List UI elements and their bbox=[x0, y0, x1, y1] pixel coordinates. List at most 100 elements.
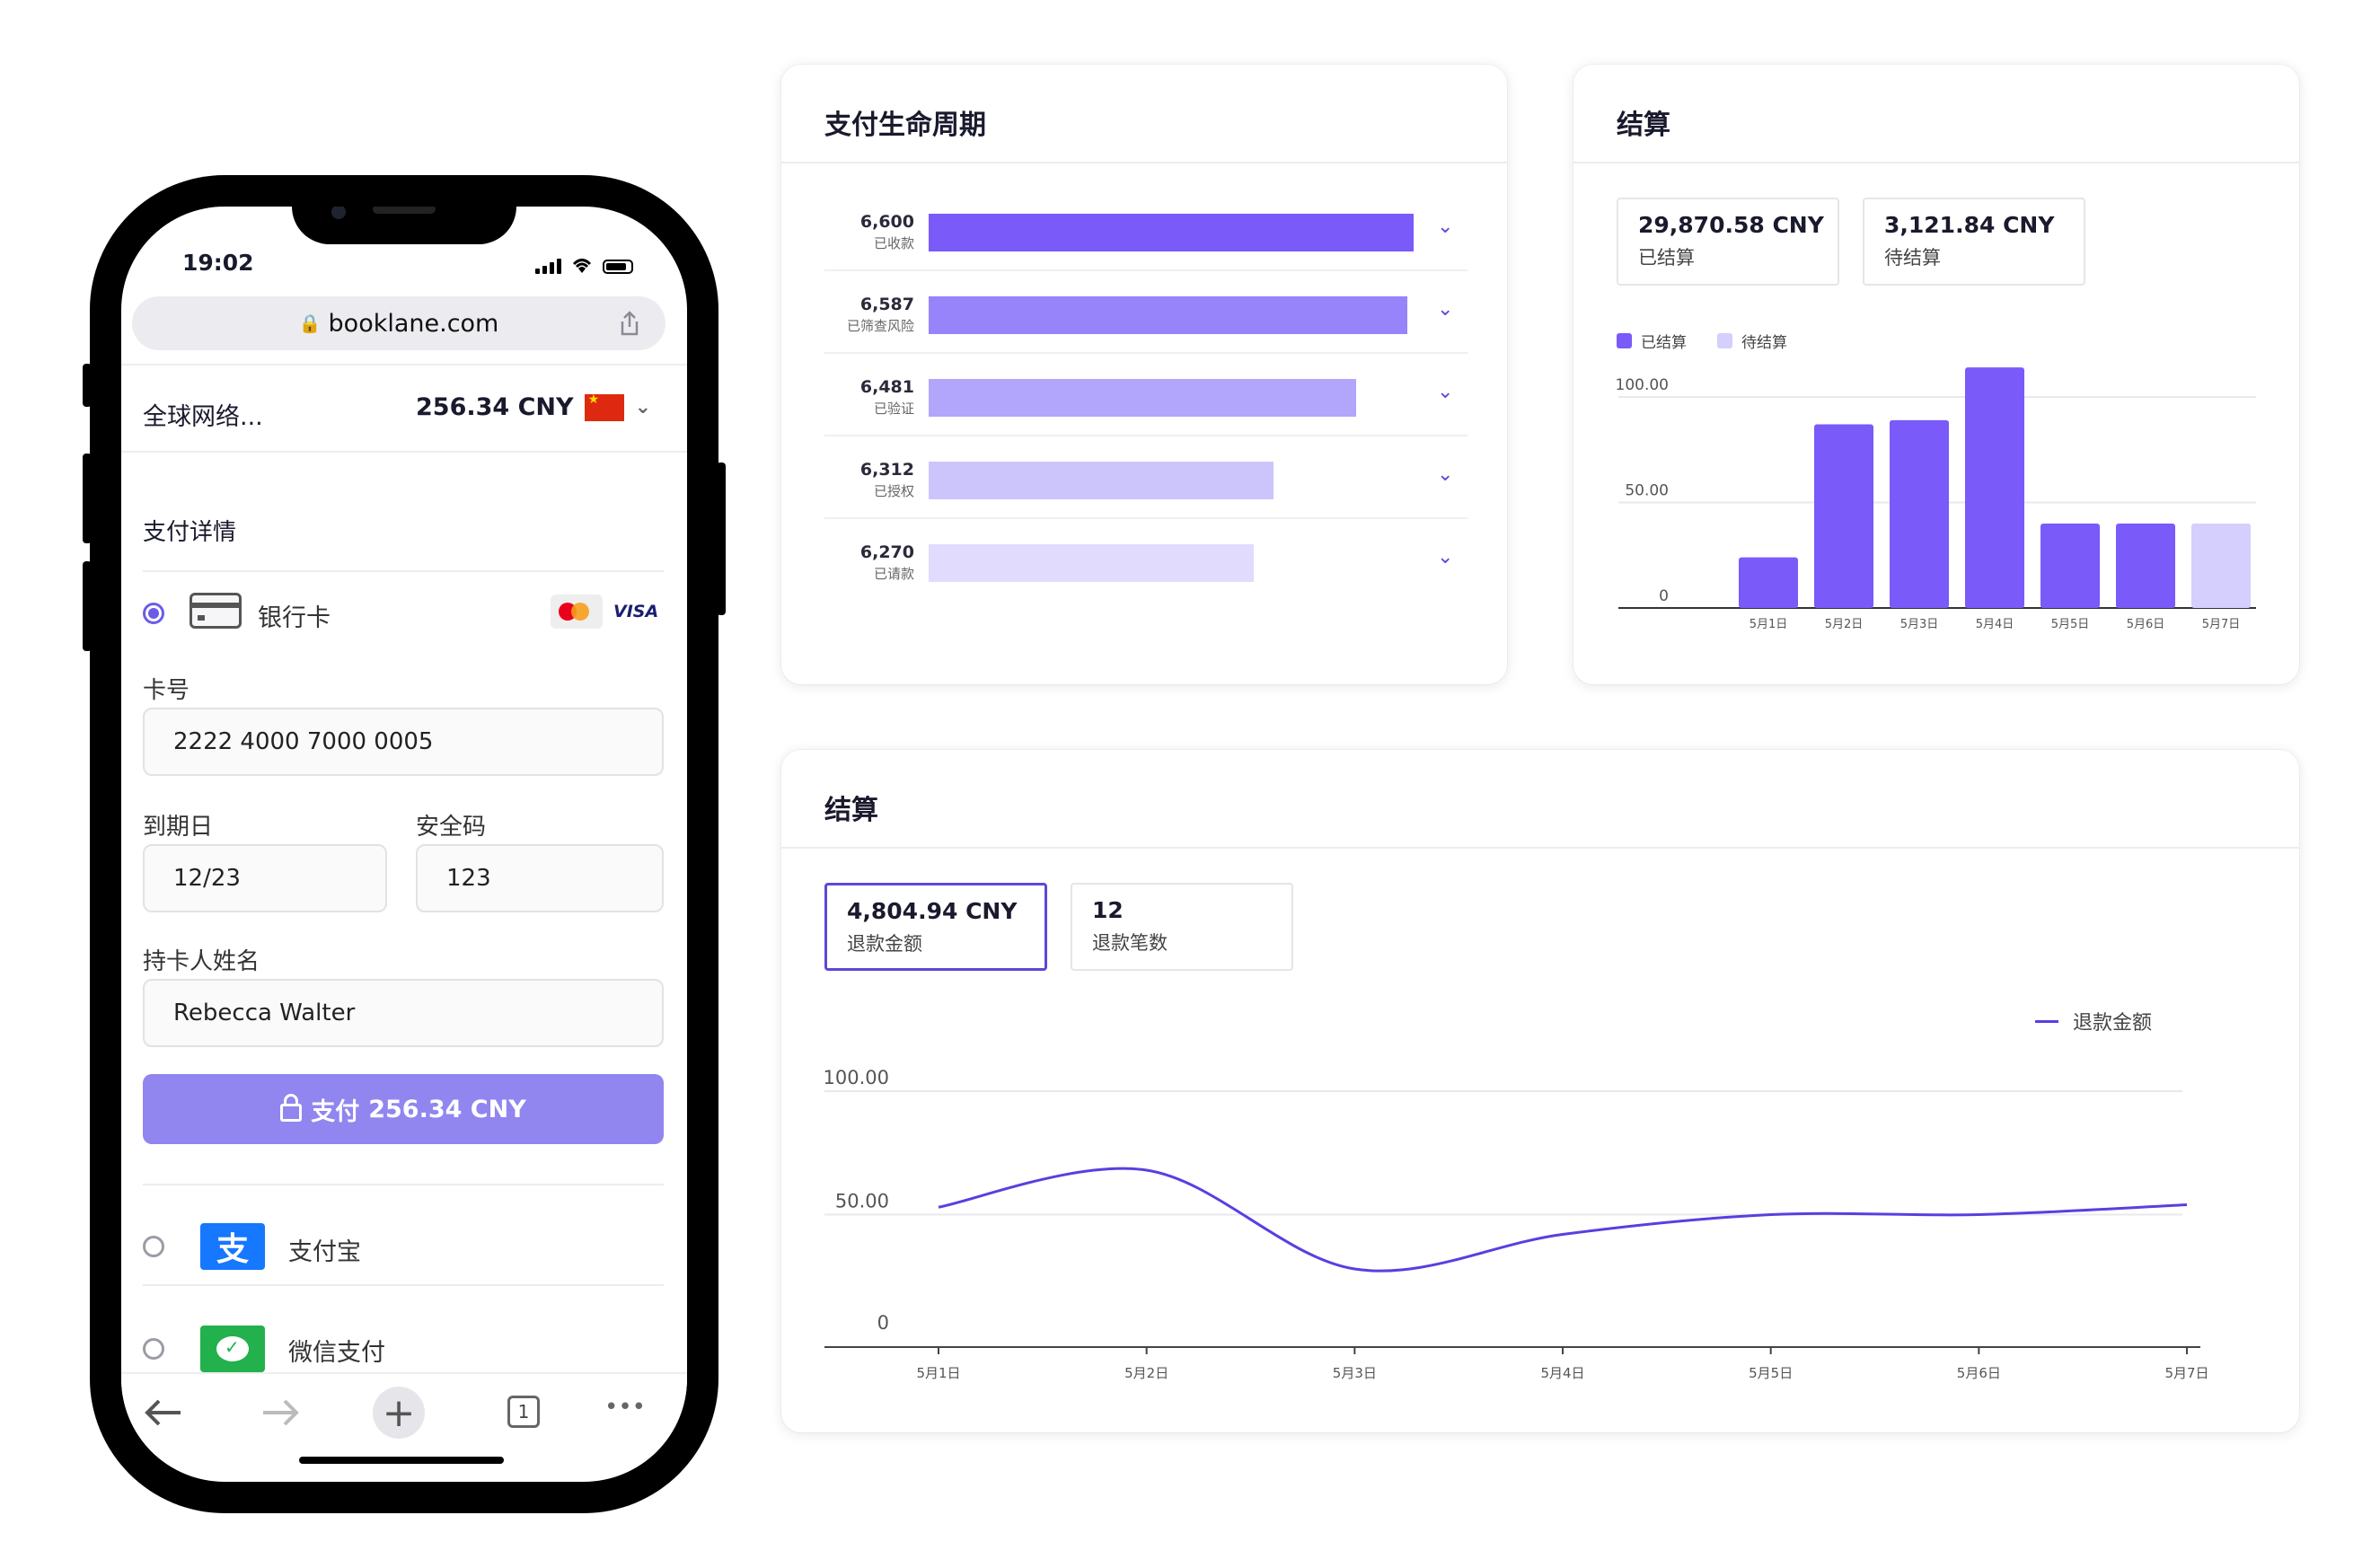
plus-icon: + bbox=[382, 1389, 416, 1436]
funnel-value: 6,587 bbox=[859, 295, 914, 314]
more-menu-icon[interactable]: ••• bbox=[604, 1394, 647, 1421]
forward-arrow-icon[interactable] bbox=[261, 1397, 299, 1428]
divider bbox=[121, 364, 687, 366]
cardholder-input[interactable]: Rebecca Walter bbox=[143, 979, 664, 1047]
settlement-bar bbox=[2116, 524, 2175, 608]
y-tick-label: 100.00 bbox=[1616, 376, 1669, 394]
settlement-bar bbox=[1814, 424, 1873, 608]
row-divider bbox=[824, 269, 1468, 271]
chevron-down-icon[interactable]: ⌄ bbox=[1437, 298, 1454, 321]
chevron-down-icon[interactable]: ⌄ bbox=[1437, 546, 1454, 568]
alipay-icon: 支 bbox=[200, 1223, 265, 1270]
cardholder-label: 持卡人姓名 bbox=[143, 948, 260, 975]
cvc-value: 123 bbox=[446, 865, 491, 892]
funnel-bar bbox=[929, 462, 1274, 499]
url-text: booklane.com bbox=[328, 309, 499, 338]
expiry-value: 12/23 bbox=[173, 865, 241, 892]
funnel-row[interactable]: 6,600 已收款 ⌄ bbox=[824, 189, 1507, 271]
funnel-row[interactable]: 6,481 已验证 ⌄ bbox=[824, 354, 1507, 436]
y-tick-label: 50.00 bbox=[835, 1191, 889, 1212]
funnel-label: 已请款 bbox=[873, 566, 914, 582]
mute-switch bbox=[83, 364, 92, 407]
status-time: 19:02 bbox=[182, 250, 254, 276]
card-number-input[interactable]: 2222 4000 7000 0005 bbox=[143, 708, 664, 776]
divider bbox=[121, 451, 687, 453]
volume-down-button bbox=[83, 561, 92, 651]
pay-button[interactable]: 支付 256.34 CNY bbox=[143, 1074, 664, 1144]
phone-frame: 19:02 🔒 booklane.com 全球网络... 256.34 CNY … bbox=[83, 175, 726, 1513]
credit-card-icon bbox=[190, 593, 242, 629]
battery-icon bbox=[603, 260, 633, 274]
y-tick-label: 0 bbox=[877, 1312, 889, 1334]
share-icon[interactable] bbox=[619, 311, 640, 336]
funnel-value: 6,481 bbox=[859, 377, 914, 397]
funnel-value: 6,600 bbox=[859, 212, 914, 232]
refund-line-chart: 0 50.00 100.00 5月1日 5月2日 5月3日 5月4日 5月5日 5月6日 5月7日 bbox=[824, 1067, 2209, 1381]
wechat-pay-radio[interactable] bbox=[143, 1338, 164, 1360]
funnel-label: 已授权 bbox=[873, 483, 914, 499]
pending-stat[interactable]: 3,121.84 CNY 待结算 bbox=[1863, 198, 2085, 286]
expiry-label: 到期日 bbox=[143, 814, 214, 841]
merchant-name: 全球网络... bbox=[143, 403, 263, 431]
power-button bbox=[717, 462, 726, 615]
divider bbox=[1573, 162, 2299, 163]
x-tick-label: 5月4日 bbox=[1540, 1365, 1584, 1381]
x-tick-label: 5月6日 bbox=[1957, 1365, 2001, 1381]
x-tick-label: 5月5日 bbox=[1749, 1365, 1793, 1381]
y-tick-label: 100.00 bbox=[824, 1067, 889, 1088]
divider bbox=[143, 570, 664, 572]
chevron-down-icon[interactable]: ⌄ bbox=[1437, 463, 1454, 486]
funnel-bar bbox=[929, 544, 1254, 582]
funnel-bar bbox=[929, 214, 1414, 251]
legend-label: 已结算 bbox=[1641, 334, 1687, 352]
settlement-bar bbox=[1965, 367, 2024, 608]
back-arrow-icon[interactable] bbox=[145, 1397, 182, 1428]
legend-line-swatch bbox=[2035, 1019, 2058, 1023]
card-number-value: 2222 4000 7000 0005 bbox=[173, 728, 434, 755]
address-bar[interactable]: 🔒 booklane.com bbox=[132, 296, 665, 350]
order-amount: 256.34 CNY bbox=[416, 393, 574, 421]
funnel-row[interactable]: 6,270 已请款 ⌄ bbox=[824, 519, 1507, 602]
chart-legend: 已结算 待结算 bbox=[1617, 330, 1787, 352]
expiry-input[interactable]: 12/23 bbox=[143, 844, 387, 912]
chevron-down-icon[interactable]: ⌄ bbox=[1437, 381, 1454, 403]
stat-label: 已结算 bbox=[1638, 247, 1695, 269]
chevron-down-icon[interactable]: ⌄ bbox=[1437, 216, 1454, 238]
settlement-card: 结算 29,870.58 CNY 已结算 3,121.84 CNY 待结算 已结… bbox=[1573, 65, 2299, 684]
bank-card-radio[interactable] bbox=[143, 603, 164, 624]
status-icons bbox=[535, 256, 633, 274]
settlement-bar bbox=[2191, 524, 2251, 608]
cvc-input[interactable]: 123 bbox=[416, 844, 664, 912]
y-tick-label: 0 bbox=[1659, 587, 1669, 605]
funnel-row[interactable]: 6,312 已授权 ⌄ bbox=[824, 436, 1507, 519]
card-title: 支付生命周期 bbox=[824, 110, 986, 141]
refund-amount-stat[interactable]: 4,804.94 CNY 退款金额 bbox=[824, 883, 1047, 971]
funnel-row[interactable]: 6,587 已筛查风险 ⌄ bbox=[824, 271, 1507, 354]
payment-details-title: 支付详情 bbox=[143, 519, 237, 546]
row-divider bbox=[824, 435, 1468, 436]
divider bbox=[781, 162, 1507, 163]
alipay-radio[interactable] bbox=[143, 1236, 164, 1257]
cvc-label: 安全码 bbox=[416, 814, 487, 841]
lock-icon bbox=[280, 1094, 303, 1122]
funnel-bar bbox=[929, 379, 1356, 417]
divider bbox=[781, 847, 2299, 849]
visa-logo: VISA bbox=[613, 602, 659, 621]
phone-screen: 19:02 🔒 booklane.com 全球网络... 256.34 CNY … bbox=[121, 207, 687, 1482]
funnel-label: 已收款 bbox=[873, 235, 914, 251]
y-tick-label: 50.00 bbox=[1625, 482, 1669, 500]
order-summary-toggle[interactable]: 256.34 CNY ⌄ bbox=[416, 392, 651, 422]
stat-label: 退款金额 bbox=[847, 933, 922, 955]
stat-value: 29,870.58 CNY bbox=[1638, 212, 1824, 238]
settlement-bar bbox=[1890, 419, 1949, 608]
settled-stat[interactable]: 29,870.58 CNY 已结算 bbox=[1617, 198, 1839, 286]
new-tab-button[interactable]: + bbox=[373, 1387, 425, 1439]
x-tick-label: 5月1日 bbox=[916, 1365, 960, 1381]
x-tick-label: 5月7日 bbox=[2202, 618, 2241, 631]
refund-count-stat[interactable]: 12 退款笔数 bbox=[1071, 883, 1293, 971]
funnel-bar bbox=[929, 296, 1407, 334]
refund-series-line bbox=[938, 1167, 2188, 1273]
x-tick-label: 5月2日 bbox=[1825, 618, 1864, 631]
tabs-button[interactable]: 1 bbox=[507, 1396, 540, 1428]
row-divider bbox=[824, 517, 1468, 519]
